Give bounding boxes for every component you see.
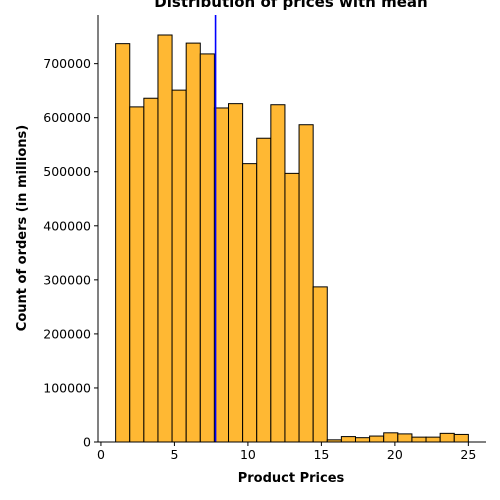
histogram-bar [439, 432, 455, 443]
histogram-bar [157, 34, 173, 443]
histogram-bar [171, 89, 187, 443]
histogram-bar [298, 124, 314, 443]
x-tick-label: 5 [170, 447, 178, 462]
histogram-bar [284, 172, 300, 443]
x-tick-label: 15 [313, 447, 329, 462]
histogram-bar [354, 437, 371, 443]
x-axis-ticks: 0 5 10 15 20 25 [97, 442, 476, 462]
histogram-bar [453, 433, 469, 443]
histogram-bar [256, 137, 272, 443]
histogram-bar [185, 42, 201, 443]
histogram-bar [397, 433, 413, 443]
x-axis-label: Product Prices [238, 471, 345, 486]
y-tick-label: 700000 [43, 56, 91, 71]
y-tick-label: 100000 [43, 380, 91, 395]
x-tick-label: 0 [97, 447, 105, 462]
axes [97, 15, 486, 443]
y-tick-label: 0 [83, 435, 91, 450]
histogram-bar [115, 43, 131, 443]
y-tick-label: 400000 [43, 218, 91, 233]
y-tick-label: 500000 [43, 164, 91, 179]
histogram-bar [199, 53, 215, 443]
histogram-bar [369, 435, 385, 443]
y-tick-label: 600000 [43, 110, 91, 125]
histogram-bar [143, 97, 159, 443]
y-axis-ticks: 0 100000 200000 300000 400000 500000 600000 700… [43, 56, 98, 450]
y-tick-label: 300000 [43, 272, 91, 287]
x-tick-label: 25 [460, 447, 476, 462]
chart-title: Distribution of prices with mean [154, 0, 427, 11]
x-tick-label: 10 [240, 447, 256, 462]
histogram-bar [213, 107, 230, 443]
histogram-bar [383, 432, 399, 443]
histogram-bar [242, 163, 258, 443]
histogram-bar [129, 106, 145, 443]
histogram-bar [228, 103, 244, 443]
y-tick-label: 200000 [43, 326, 91, 341]
y-axis-label: Count of orders (in millions) [15, 125, 30, 331]
histogram-bar [411, 436, 427, 443]
histogram-bars [115, 34, 469, 443]
histogram-bar [425, 436, 441, 443]
histogram-bar [270, 104, 286, 443]
histogram-bar [340, 436, 356, 443]
histogram-bar [312, 286, 328, 443]
x-tick-label: 20 [387, 447, 403, 462]
